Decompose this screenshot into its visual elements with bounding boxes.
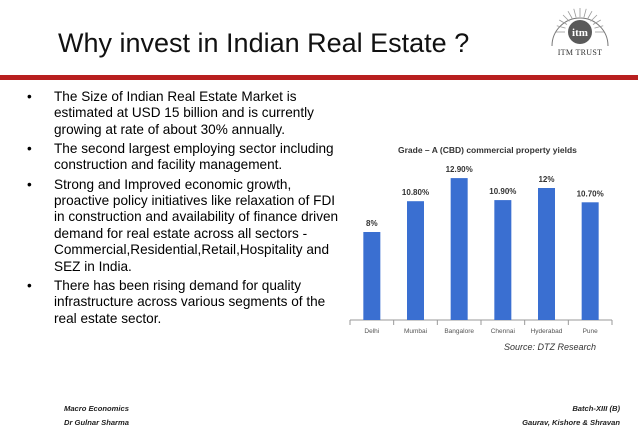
bullet-text: The Size of Indian Real Estate Market is… xyxy=(54,89,314,137)
category-label: Mumbai xyxy=(404,328,427,335)
bullet-marker: • xyxy=(27,141,32,157)
title-divider xyxy=(0,75,638,80)
bar-bangalore xyxy=(450,178,468,320)
bullet-list: • The Size of Indian Real Estate Market i… xyxy=(22,89,347,330)
bullet-text: There has been rising demand for quality… xyxy=(54,277,326,326)
logo-caption: ITM TRUST xyxy=(557,48,603,57)
data-label: 12% xyxy=(538,175,554,184)
logo-text: itm xyxy=(572,27,588,39)
bar-chennai xyxy=(494,200,512,320)
bar-pune xyxy=(581,202,599,320)
bar-mumbai xyxy=(407,201,424,320)
slide-title: Why invest in Indian Real Estate ? xyxy=(58,28,470,58)
chart-title: Grade – A (CBD) commercial property yiel… xyxy=(398,145,577,155)
itm-trust-logo: itm xyxy=(551,8,609,47)
footer-instructor: Dr Gulnar Sharma xyxy=(64,418,129,427)
footer-right: Batch-XIII (B) Gaurav, Kishore & Shravan xyxy=(522,402,620,430)
bullet-text: Strong and Improved economic growth, pro… xyxy=(54,176,339,274)
bar-hyderabad xyxy=(538,188,555,320)
category-label: Chennai xyxy=(491,328,515,335)
bullet-marker: • xyxy=(27,176,32,192)
bullet-marker: • xyxy=(27,277,32,293)
yield-bar-chart: 8% Delhi 10.80% Mumbai 12.90% Bangalore 10.90%… xyxy=(349,165,613,335)
bar-delhi xyxy=(363,232,381,320)
category-label: Bangalore xyxy=(444,328,474,335)
data-label: 10.90% xyxy=(489,187,516,196)
category-label: Hyderabad xyxy=(531,328,563,335)
data-label: 10.80% xyxy=(402,188,429,197)
bullet-item: • There has been rising demand for qualit… xyxy=(22,278,347,327)
chart-source: Source: DTZ Research xyxy=(504,342,597,352)
bullet-item: • The second largest employing sector inc… xyxy=(22,141,347,174)
data-label: 10.70% xyxy=(577,189,604,198)
footer-left: Macro Economics Dr Gulnar Sharma xyxy=(64,402,129,430)
bullet-text: The second largest employing sector incl… xyxy=(54,141,334,173)
bullet-marker: • xyxy=(27,89,32,104)
footer-course: Macro Economics xyxy=(64,404,129,413)
footer-authors: Gaurav, Kishore & Shravan xyxy=(522,418,620,427)
data-label: 12.90% xyxy=(446,165,473,174)
category-label: Delhi xyxy=(364,328,379,335)
data-label: 8% xyxy=(366,219,378,228)
bullet-item: • Strong and Improved economic growth, pr… xyxy=(22,177,347,275)
category-label: Pune xyxy=(583,328,599,335)
footer-batch: Batch-XIII (B) xyxy=(572,404,620,413)
bullet-item: • The Size of Indian Real Estate Market i… xyxy=(22,89,347,138)
